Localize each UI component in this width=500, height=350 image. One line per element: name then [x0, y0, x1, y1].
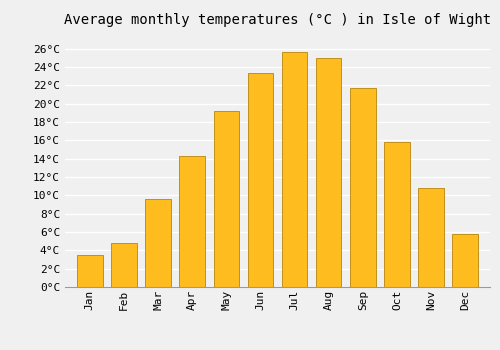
Bar: [146, 199, 171, 287]
Bar: [452, 234, 478, 287]
Bar: [214, 111, 239, 287]
Bar: [384, 142, 409, 287]
Bar: [77, 255, 102, 287]
Bar: [180, 156, 205, 287]
Bar: [282, 52, 308, 287]
Bar: [248, 72, 273, 287]
Title: Average monthly temperatures (°C ) in Isle of Wight: Average monthly temperatures (°C ) in Is…: [64, 13, 491, 27]
Bar: [111, 243, 136, 287]
Bar: [350, 88, 376, 287]
Bar: [418, 188, 444, 287]
Bar: [316, 58, 342, 287]
